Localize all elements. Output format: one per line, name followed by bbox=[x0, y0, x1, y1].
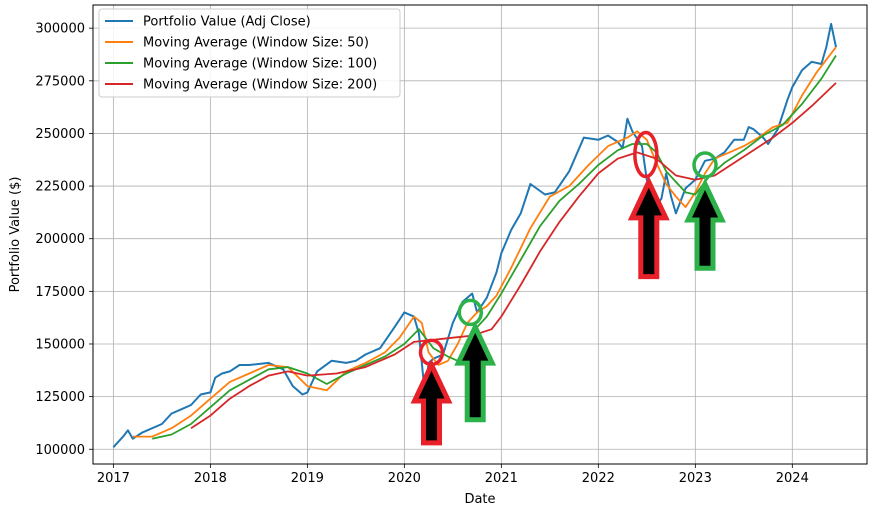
plot-frame bbox=[92, 4, 868, 465]
y-axis-ticks: 100000 125000 150000 175000 200000 225000 2500… bbox=[35, 22, 93, 458]
annotation-circle bbox=[692, 151, 718, 179]
annotations bbox=[410, 130, 726, 446]
legend-label: Moving Average (Window Size: 50) bbox=[143, 36, 369, 51]
series-line-4 bbox=[190, 82, 837, 429]
x-tick-label: 2021 bbox=[485, 471, 518, 486]
x-axis-label: Date bbox=[464, 492, 495, 507]
y-tick-label: 175000 bbox=[35, 285, 85, 300]
y-axis-label: Portfolio Value ($) bbox=[8, 177, 23, 293]
x-tick-label: 2022 bbox=[582, 471, 615, 486]
y-tick-label: 100000 bbox=[35, 443, 85, 458]
y-tick-label: 275000 bbox=[35, 74, 85, 89]
legend-label: Portfolio Value (Adj Close) bbox=[143, 15, 311, 30]
y-tick-label: 250000 bbox=[35, 127, 85, 142]
annotation-arrow bbox=[627, 176, 670, 280]
y-tick-label: 125000 bbox=[35, 390, 85, 405]
y-tick-label: 150000 bbox=[35, 337, 85, 352]
x-tick-label: 2024 bbox=[776, 471, 809, 486]
x-axis-ticks: 2017 2018 2019 2020 2021 2022 2023 2024 bbox=[97, 464, 809, 486]
x-tick-label: 2023 bbox=[679, 471, 712, 486]
annotation-arrow bbox=[410, 359, 453, 446]
series-line-2 bbox=[132, 46, 837, 438]
series-line-1 bbox=[112, 22, 837, 448]
annotation-arrow bbox=[454, 321, 497, 423]
annotation-arrow bbox=[684, 178, 726, 271]
legend-label: Moving Average (Window Size: 100) bbox=[143, 57, 377, 72]
annotation-circle bbox=[633, 130, 659, 179]
y-tick-label: 200000 bbox=[35, 232, 85, 247]
annotation-circle bbox=[457, 298, 484, 327]
x-tick-label: 2020 bbox=[388, 471, 421, 486]
legend-label: Moving Average (Window Size: 200) bbox=[143, 78, 377, 93]
legend: Portfolio Value (Adj Close) Moving Averag… bbox=[98, 8, 401, 98]
y-tick-label: 225000 bbox=[35, 180, 85, 195]
x-tick-label: 2019 bbox=[291, 471, 324, 486]
x-tick-label: 2018 bbox=[194, 471, 227, 486]
x-tick-label: 2017 bbox=[97, 471, 130, 486]
y-tick-label: 300000 bbox=[35, 22, 85, 37]
legend-box bbox=[98, 8, 401, 98]
